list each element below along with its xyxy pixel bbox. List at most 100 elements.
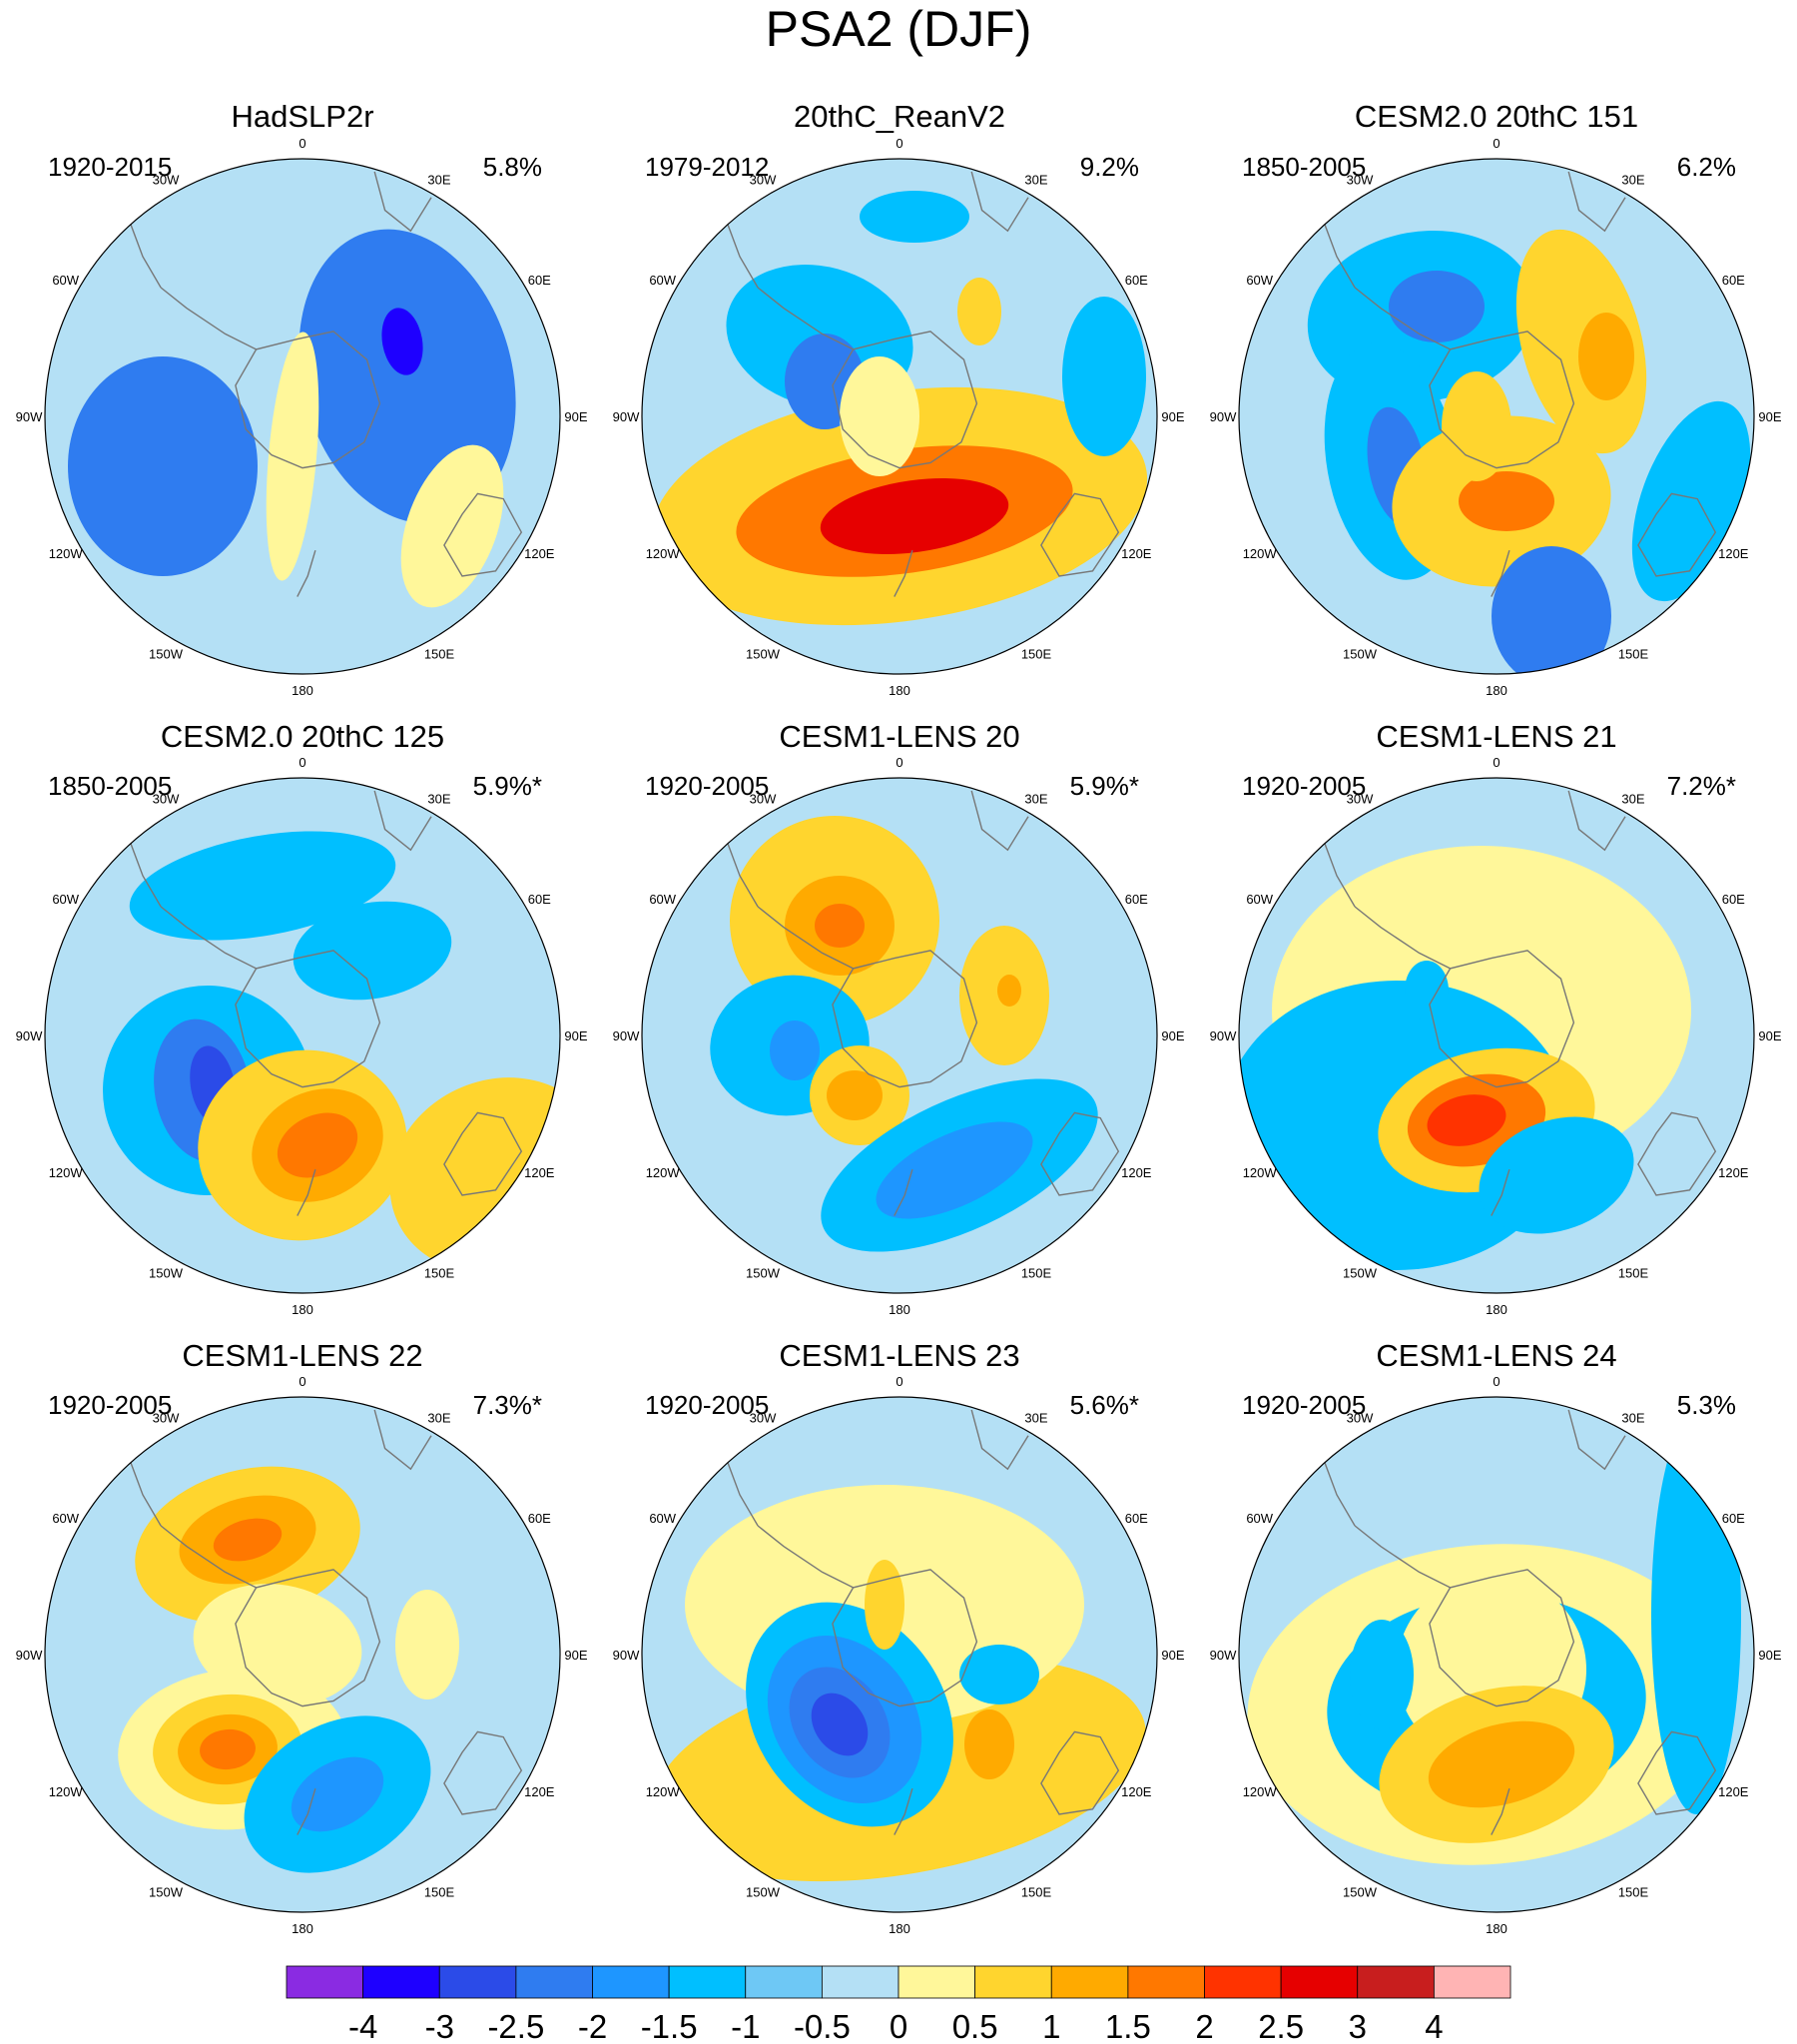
panel-3-lon-label: 90W: [1210, 409, 1237, 424]
panel-2-coast-new-zealand: [894, 549, 913, 597]
panel-6-coast-africa: [1567, 790, 1626, 852]
panel-6-lon-label: 60E: [1722, 892, 1745, 907]
panel-7-lon-label: 0: [299, 1374, 305, 1389]
panel-5-lon-label: 180: [889, 1302, 910, 1317]
panel-1-lon-label: 0: [299, 136, 305, 151]
panel-2-map: [642, 159, 1157, 674]
panel-4-title: CESM2.0 20thC 125: [161, 719, 444, 754]
panel-5-lon-label: 150E: [1021, 1265, 1052, 1280]
panel-1-frame: [44, 158, 561, 675]
panel-1-coast-peninsula: [160, 287, 257, 350]
panel-8-lon-label: 150W: [746, 1884, 781, 1899]
panel-4-lon-label: 0: [299, 755, 305, 770]
panel-8-coast-africa: [970, 1409, 1029, 1471]
panel-4-coast-africa: [373, 790, 432, 852]
panel-4-lon-label: 150E: [424, 1265, 455, 1280]
panel-6-years: 1920-2005: [1242, 771, 1366, 801]
panel-6-coast-australia: [1637, 1111, 1717, 1196]
panel-3-variance: 6.2%: [1677, 152, 1736, 182]
panel-2-lon-label: 60E: [1125, 273, 1148, 288]
panel-3-map: [1239, 159, 1754, 674]
panel-7-lon-label: 120W: [49, 1784, 84, 1799]
panel-6-lon-label: 150E: [1618, 1265, 1649, 1280]
panel-1-lon-label: 90W: [16, 409, 43, 424]
panel-9-lon-label: 30E: [1621, 1411, 1644, 1426]
panel-6-lon-label: 180: [1486, 1302, 1507, 1317]
panel-7-lon-label: 30E: [427, 1411, 450, 1426]
panel-4-years: 1850-2005: [48, 771, 172, 801]
panel-7-title: CESM1-LENS 22: [182, 1338, 422, 1373]
panel-8-title: CESM1-LENS 23: [779, 1338, 1019, 1373]
panel-5-lon-label: 90E: [1161, 1028, 1184, 1043]
panel-4-anomaly-8: [293, 901, 452, 1001]
panel-3-anomaly-9: [1442, 371, 1511, 481]
panel-7-anomaly-8: [200, 1728, 256, 1770]
panel-6-coast-peninsula: [1354, 906, 1451, 970]
panel-4-lon-label: 30E: [427, 792, 450, 807]
panel-8-anomaly-9: [959, 1645, 1039, 1704]
panel-5-coast-peninsula: [757, 906, 854, 970]
panel-7-lon-label: 60W: [52, 1511, 79, 1526]
panel-3-lon-label: 60E: [1722, 273, 1745, 288]
colorbar-label: -0.5: [794, 2008, 851, 2044]
panel-3-title: CESM2.0 20thC 151: [1355, 99, 1638, 134]
panel-2-lon-label: 150W: [746, 646, 781, 661]
panel-3-coast-africa: [1567, 171, 1626, 233]
colorbar-swatch: [438, 1965, 517, 1999]
colorbar-swatch: [745, 1965, 823, 1999]
colorbar-label: 1.5: [1105, 2008, 1151, 2044]
colorbar-swatch: [821, 1965, 899, 1999]
panel-3-lon-label: 60W: [1246, 273, 1273, 288]
panel-5-years: 1920-2005: [645, 771, 769, 801]
panel-2-anomaly-7: [957, 278, 1001, 345]
colorbar-swatch: [898, 1965, 976, 1999]
panels-grid: HadSLP2r 1920-2015 5.8% 0 30E 60E 90E 120E 150E 1…: [16, 99, 1782, 1936]
panel-4-anomaly-6: [277, 1112, 358, 1178]
panel-8-coastlines: [718, 1409, 1120, 1835]
panel-9-anomaly-7: [1350, 1620, 1414, 1729]
panel-2-title: 20thC_ReanV2: [794, 99, 1005, 134]
panel-6-map: [1239, 778, 1754, 1293]
panel-8-anomaly-6: [811, 1693, 869, 1756]
panel-8-years: 1920-2005: [645, 1390, 769, 1420]
colorbar: -4 -3 -2.5 -2 -1.5 -1 -0.5 0 0.5 1 1.5 2 2.5 3 4: [286, 1965, 1511, 2044]
panel-9-frame: [1238, 1396, 1755, 1913]
panel-2-lon-label: 60W: [649, 273, 676, 288]
panel-8-lon-label: 150E: [1021, 1884, 1052, 1899]
panel-4-lon-label: 90W: [16, 1028, 43, 1043]
panel-7-anomaly-10: [291, 1756, 384, 1832]
colorbar-swatch: [1357, 1965, 1435, 1999]
panel-3-coast-australia: [1637, 492, 1717, 577]
panel-4-lon-label: 60W: [52, 892, 79, 907]
panel-9-lon-label: 150W: [1343, 1884, 1378, 1899]
panel-8-lon-label: 60E: [1125, 1511, 1148, 1526]
panel-3-coast-antarctica: [1429, 331, 1575, 469]
panel-3-anomaly-6: [1578, 313, 1634, 400]
panel-5-anomaly-11: [876, 1121, 1033, 1219]
colorbar-label: -1: [731, 2008, 760, 2044]
panel-9-anomaly-5: [1428, 1720, 1575, 1808]
panel-6: CESM1-LENS 21 1920-2005 7.2%* 0 30E 60E 90E 120…: [1210, 719, 1782, 1317]
colorbar-swatch: [515, 1965, 593, 1999]
colorbar-label: -2.5: [487, 2008, 544, 2044]
panel-7-lon-label: 150W: [149, 1884, 184, 1899]
panel-8-lon-label: 90W: [613, 1648, 640, 1663]
panel-3-lon-label: 90E: [1758, 409, 1781, 424]
panel-2-lon-label: 150E: [1021, 646, 1052, 661]
colorbar-swatch: [286, 1965, 364, 1999]
panel-3-frame: [1238, 158, 1755, 675]
panel-5: CESM1-LENS 20 1920-2005 5.9%* 0 30E 60E 90E 120…: [613, 719, 1185, 1317]
panel-4-coast-new-zealand: [297, 1168, 316, 1216]
panel-8-map: [642, 1397, 1157, 1912]
panel-9-coast-antarctica: [1429, 1569, 1575, 1707]
panel-1-lon-label: 150E: [424, 646, 455, 661]
panel-8-frame: [641, 1396, 1158, 1913]
panel-3-anomaly-2: [1389, 271, 1485, 342]
panel-7-coastlines: [121, 1409, 523, 1835]
panel-9-years: 1920-2005: [1242, 1390, 1366, 1420]
panel-3: CESM2.0 20thC 151 1850-2005 6.2% 0 30E 60E 90E…: [1210, 99, 1782, 698]
panel-2-lon-label: 180: [889, 683, 910, 698]
panel-1-lon-label: 30W: [153, 173, 180, 188]
panel-2-years: 1979-2012: [645, 152, 769, 182]
panel-5-anomaly-5: [770, 1021, 820, 1080]
